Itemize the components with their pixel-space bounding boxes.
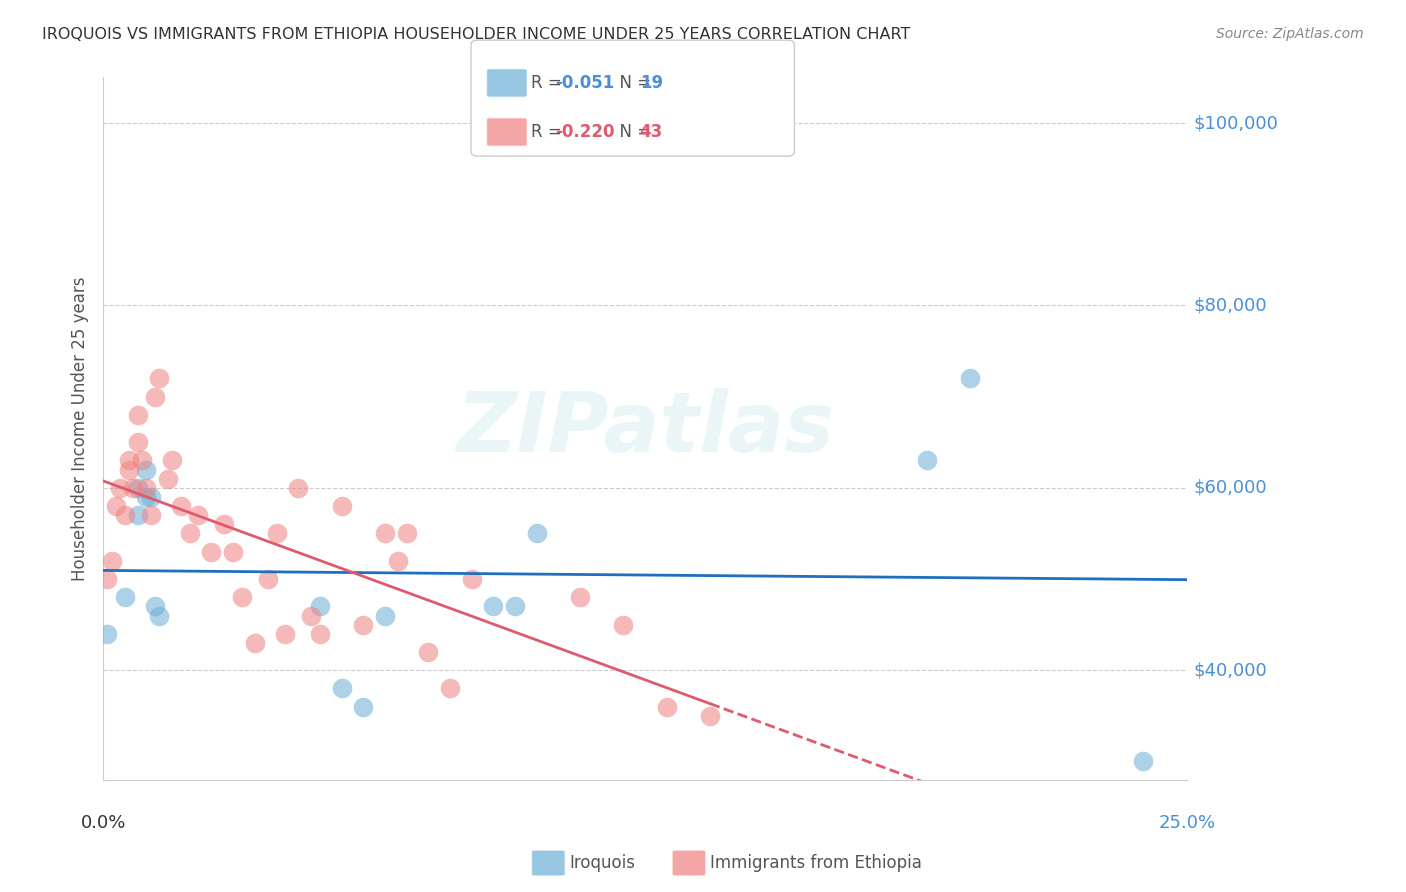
Point: [959, 371, 981, 385]
Point: [118, 462, 141, 476]
Point: [187, 508, 209, 523]
Point: [439, 681, 461, 696]
Point: [374, 526, 396, 541]
Text: -0.051: -0.051: [555, 74, 614, 92]
Text: 19: 19: [640, 74, 662, 92]
Point: [214, 517, 236, 532]
Point: [699, 709, 721, 723]
Point: [127, 408, 149, 422]
Text: $80,000: $80,000: [1194, 296, 1267, 315]
Point: [308, 626, 330, 640]
Point: [143, 599, 166, 614]
Text: $60,000: $60,000: [1194, 479, 1267, 497]
Text: 43: 43: [640, 123, 664, 141]
Point: [110, 481, 132, 495]
Point: [352, 699, 374, 714]
Text: Source: ZipAtlas.com: Source: ZipAtlas.com: [1216, 27, 1364, 41]
Point: [96, 626, 118, 640]
Point: [330, 499, 353, 513]
Point: [256, 572, 278, 586]
Point: [222, 544, 245, 558]
Point: [395, 526, 418, 541]
Text: Iroquois: Iroquois: [569, 855, 636, 872]
Point: [135, 481, 157, 495]
Point: [135, 490, 157, 504]
Point: [162, 453, 184, 467]
Point: [915, 453, 938, 467]
Point: [266, 526, 288, 541]
Text: R =: R =: [531, 123, 568, 141]
Text: $100,000: $100,000: [1194, 114, 1278, 132]
Point: [231, 591, 253, 605]
Point: [157, 472, 180, 486]
Point: [105, 499, 128, 513]
Point: [274, 626, 297, 640]
Point: [526, 526, 548, 541]
Text: ZIPatlas: ZIPatlas: [456, 388, 834, 469]
Text: N =: N =: [609, 74, 657, 92]
Text: $40,000: $40,000: [1194, 661, 1267, 679]
Text: -0.220: -0.220: [555, 123, 614, 141]
Point: [482, 599, 505, 614]
Point: [612, 617, 634, 632]
Point: [139, 508, 162, 523]
Point: [143, 390, 166, 404]
Point: [179, 526, 201, 541]
Text: 25.0%: 25.0%: [1159, 814, 1215, 832]
Point: [101, 554, 124, 568]
Point: [655, 699, 678, 714]
Y-axis label: Householder Income Under 25 years: Householder Income Under 25 years: [72, 277, 89, 581]
Point: [243, 636, 266, 650]
Point: [308, 599, 330, 614]
Point: [418, 645, 440, 659]
Text: R =: R =: [531, 74, 568, 92]
Point: [170, 499, 193, 513]
Point: [460, 572, 482, 586]
Point: [330, 681, 353, 696]
Point: [127, 508, 149, 523]
Text: IROQUOIS VS IMMIGRANTS FROM ETHIOPIA HOUSEHOLDER INCOME UNDER 25 YEARS CORRELATI: IROQUOIS VS IMMIGRANTS FROM ETHIOPIA HOU…: [42, 27, 911, 42]
Point: [1132, 755, 1154, 769]
Point: [503, 599, 526, 614]
Point: [127, 481, 149, 495]
Point: [148, 608, 170, 623]
Point: [299, 608, 322, 623]
Point: [148, 371, 170, 385]
Point: [127, 435, 149, 450]
Point: [568, 591, 591, 605]
Point: [122, 481, 145, 495]
Point: [118, 453, 141, 467]
Point: [135, 462, 157, 476]
Point: [114, 591, 136, 605]
Text: N =: N =: [609, 123, 657, 141]
Point: [352, 617, 374, 632]
Text: Immigrants from Ethiopia: Immigrants from Ethiopia: [710, 855, 922, 872]
Point: [200, 544, 222, 558]
Point: [139, 490, 162, 504]
Point: [114, 508, 136, 523]
Point: [374, 608, 396, 623]
Point: [287, 481, 309, 495]
Text: 0.0%: 0.0%: [80, 814, 125, 832]
Point: [131, 453, 153, 467]
Point: [387, 554, 409, 568]
Point: [96, 572, 118, 586]
